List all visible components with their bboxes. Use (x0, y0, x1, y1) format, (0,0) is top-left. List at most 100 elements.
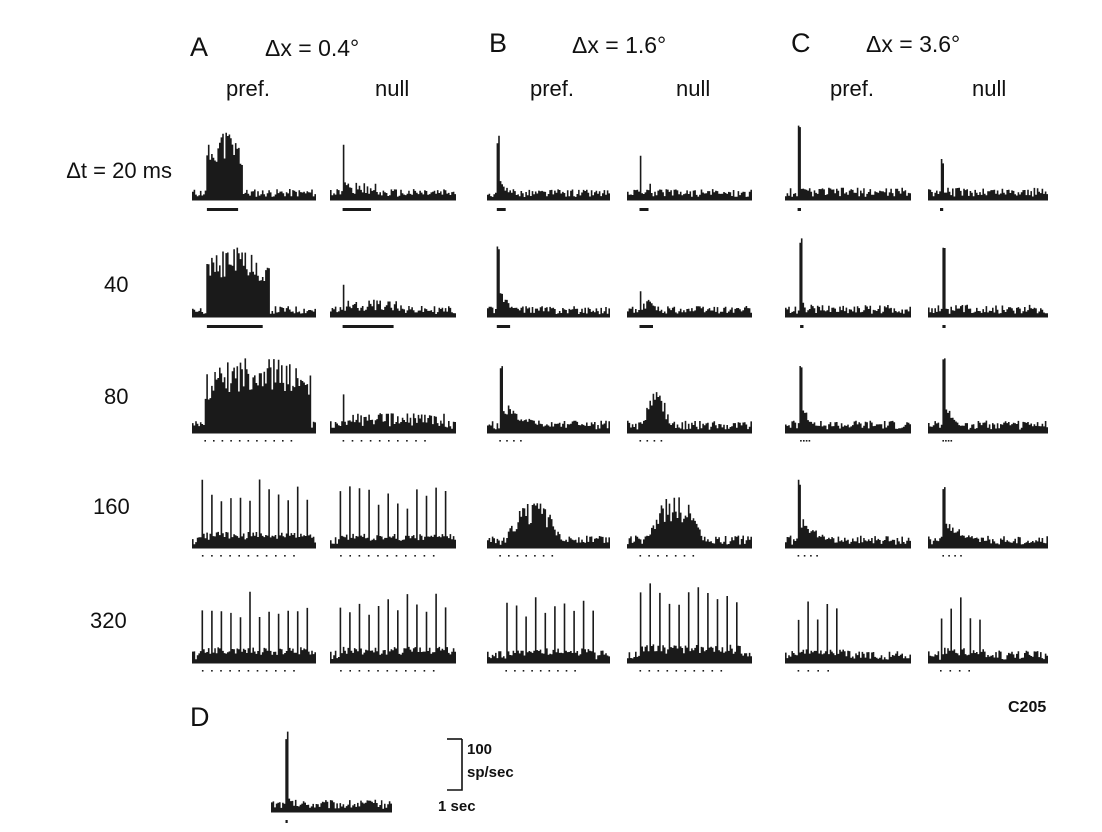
histogram-b-pref-dt320-stim-dot (514, 670, 516, 672)
histogram-b-null-dt80-stim-dot (639, 440, 642, 442)
histogram-b-null-dt20 (627, 155, 752, 211)
panel-letter-c: C (791, 28, 811, 58)
histogram-a-null-dt80-stim-dot (378, 440, 381, 442)
histogram-b-pref-dt160-stim-dot (525, 555, 527, 557)
histogram-b-pref-dt80-stim-dot (499, 440, 501, 442)
col-label-b-pref: pref. (530, 76, 574, 101)
dx-label-a: Δx = 0.4° (265, 35, 359, 61)
histogram-c-null-dt20-bars (928, 159, 1048, 200)
histogram-c-pref-dt80-stim-dot (805, 440, 808, 442)
histogram-c-null-dt80-bars (928, 358, 1048, 433)
histogram-a-pref-dt320-bars (192, 591, 316, 663)
histogram-a-pref-dt320-stim-dot (256, 670, 259, 672)
histogram-b-null-dt320-stim-dot (657, 670, 660, 672)
histogram-b-null-dt20-stim-bar (639, 208, 649, 211)
histogram-c-pref-dt160-stim-dot (797, 555, 800, 557)
histogram-a-null-dt40 (330, 284, 456, 328)
histogram-a-null-dt160-stim-dot (377, 555, 379, 557)
histogram-b-pref-dt320-stim-dot (565, 670, 568, 672)
histogram-b-null-dt320 (627, 583, 752, 672)
histogram-c-pref-dt80-stim-dot (808, 440, 811, 442)
histogram-a-pref-dt160-stim-dot (293, 555, 295, 557)
histogram-a-pref-dt80-bars (192, 358, 316, 433)
histogram-a-pref-dt160-stim-dot (211, 555, 213, 557)
histogram-a-pref-dt40 (192, 247, 316, 328)
histogram-a-pref-dt320-stim-dot (211, 670, 213, 672)
histogram-a-null-dt80-stim-dot (415, 440, 417, 442)
histogram-c-pref-dt40 (785, 238, 911, 328)
histogram-b-null-dt160-stim-dot (692, 555, 695, 557)
histogram-a-pref-dt80-stim-dot (282, 440, 284, 442)
histogram-a-null-dt320-stim-dot (349, 670, 351, 672)
histogram-a-pref-dt160-stim-dot (265, 555, 268, 557)
histogram-a-null-dt320-stim-dot (432, 670, 435, 672)
dt-label-320: 320 (90, 608, 127, 633)
dt-label-20: Δt = 20 ms (66, 158, 172, 183)
histogram-a-pref-dt320-stim-dot (284, 670, 286, 672)
panel-letter-b: B (489, 28, 507, 58)
histogram-b-null-dt160 (627, 497, 752, 557)
panel-letter-a: A (190, 32, 208, 62)
histogram-a-pref-dt20 (192, 132, 316, 211)
histogram-a-pref-dt160-stim-dot (284, 555, 286, 557)
histogram-a-null-dt320-stim-dot (358, 670, 361, 672)
histogram-b-pref-dt320-stim-dot (539, 670, 542, 672)
histogram-c-pref-dt320-stim-dot (807, 670, 810, 672)
histogram-a-null-dt40-bars (330, 284, 456, 317)
scale-bar-unit: sp/sec (467, 764, 514, 781)
histogram-a-pref-dt160-bars (192, 479, 316, 548)
histogram-a-null-dt80-stim-dot (342, 440, 345, 442)
histogram-b-pref-dt160-stim-dot (499, 555, 501, 557)
histogram-b-pref-dt40-bars (487, 246, 610, 317)
histogram-a-pref-dt320-stim-dot (220, 670, 222, 672)
histogram-c-pref-dt320 (785, 601, 911, 672)
histogram-c-null-dt320-bars (928, 597, 1048, 663)
histogram-c-pref-dt20-stim-bar (797, 208, 801, 211)
histogram-b-pref-dt160-stim-dot (542, 555, 545, 557)
histogram-c-null-dt320-stim-dot (949, 670, 952, 672)
histogram-b-pref-dt160-stim-dot (551, 555, 554, 557)
histogram-a-null-dt160-stim-dot (432, 555, 435, 557)
dt-label-40: 40 (104, 272, 128, 297)
cell-id-label: C205 (1008, 699, 1046, 716)
histogram-c-null-dt80-stim-dot (950, 440, 953, 442)
histogram-a-pref-dt160-stim-dot (229, 555, 231, 557)
histogram-c-pref-dt40-bars (785, 238, 911, 317)
histogram-b-pref-dt320-stim-dot (531, 670, 533, 672)
histogram-c-null-dt320 (928, 597, 1048, 672)
histogram-b-null-dt320-stim-dot (720, 670, 723, 672)
histogram-c-null-dt80-stim-dot (942, 440, 944, 442)
histogram-a-pref-dt20-stim-bar (206, 208, 239, 211)
histogram-a-pref-dt40-stim-bar (206, 325, 263, 328)
histogram-b-pref-dt20-stim-bar (496, 208, 506, 211)
histogram-b-pref-dt320-stim-dot (505, 670, 507, 672)
histogram-b-pref-dt80-stim-dot (520, 440, 522, 442)
histogram-a-pref-dt80-stim-dot (221, 440, 224, 442)
histogram-b-pref-dt320-stim-dot (522, 670, 525, 672)
histogram-a-pref-dt320-stim-dot (229, 670, 231, 672)
histogram-b-null-dt320-stim-dot (684, 670, 687, 672)
histogram-b-null-dt80-stim-dot (646, 440, 649, 442)
histogram-a-pref-dt80-stim-dot (213, 440, 215, 442)
histogram-c-pref-dt160-stim-dot (810, 555, 812, 557)
histogram-a-pref-dt160 (192, 479, 316, 557)
histogram-c-pref-dt160-stim-dot (816, 555, 818, 557)
histogram-b-null-dt160-stim-dot (648, 555, 650, 557)
histogram-b-pref-dt80-stim-dot (513, 440, 515, 442)
histogram-d-stim-bar (285, 820, 288, 823)
histogram-a-null-dt160-stim-dot (386, 555, 389, 557)
histogram-a-null-dt160-stim-dot (423, 555, 426, 557)
histogram-b-null-dt320-stim-dot (648, 670, 651, 672)
histogram-a-null-dt320-stim-dot (395, 670, 398, 672)
histogram-a-null-dt80-bars (330, 394, 456, 433)
histogram-c-null-dt160-stim-dot (960, 555, 962, 557)
histogram-b-null-dt320-stim-dot (711, 670, 714, 672)
histogram-b-pref-dt320-stim-dot (574, 670, 576, 672)
histogram-b-pref-dt40-stim-bar (496, 325, 511, 328)
histogram-a-pref-dt320-stim-dot (293, 670, 295, 672)
col-label-a-pref: pref. (226, 76, 270, 101)
histogram-a-null-dt160 (330, 486, 456, 557)
histogram-a-null-dt80-stim-dot (424, 440, 426, 442)
scale-bar-time: 1 sec (438, 798, 476, 815)
